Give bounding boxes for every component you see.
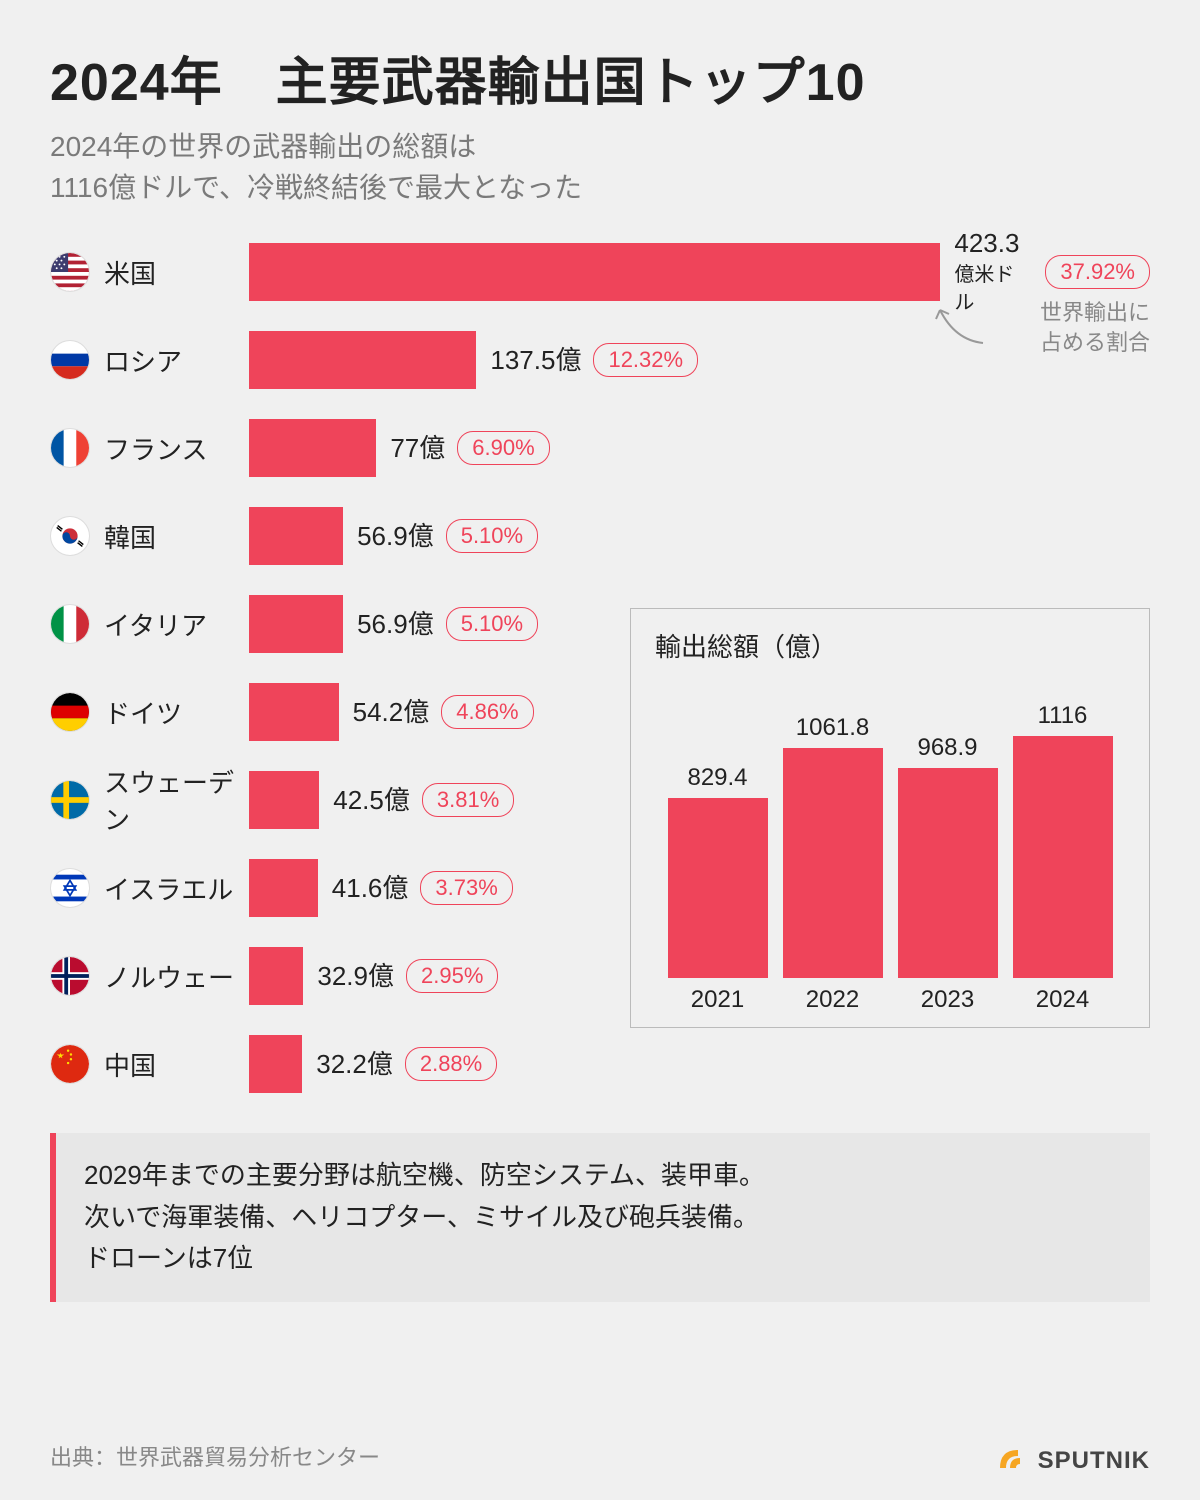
hbar-row: 中国 32.2億 2.88%	[50, 1035, 1150, 1093]
flag-icon	[50, 428, 90, 468]
pct-badge: 12.32%	[593, 343, 698, 377]
brand-logo: SPUTNIK	[996, 1444, 1150, 1478]
bar-value-label: 32.2億	[316, 1050, 393, 1079]
country-label: ドイツ	[104, 694, 249, 731]
inset-bar-chart: 輸出総額（億） 829.4 1061.8 968.9 1116 2021 2022 202…	[630, 608, 1150, 1028]
country-label: フランス	[104, 430, 249, 467]
bar-value-label: 137.5億	[490, 346, 581, 375]
bar-value-label: 54.2億	[353, 698, 430, 727]
country-label: イタリア	[104, 606, 249, 643]
bar-value-label: 41.6億	[332, 874, 409, 903]
flag-icon	[50, 1044, 90, 1084]
hbar-bar	[249, 1035, 302, 1093]
flag-icon	[50, 252, 90, 292]
footer-note: 2029年までの主要分野は航空機、防空システム、装甲車。 次いで海軍装備、ヘリコ…	[50, 1133, 1150, 1302]
hbar-row: 韓国 56.9億 5.10%	[50, 507, 1150, 565]
hbar-bar	[249, 243, 940, 301]
inset-value-label: 829.4	[687, 764, 747, 792]
country-label: ロシア	[104, 342, 249, 379]
page-title: 2024年 主要武器輸出国トップ10	[50, 40, 1150, 115]
hbar-bar	[249, 859, 318, 917]
pct-badge: 5.10%	[446, 607, 538, 641]
country-label: 中国	[104, 1046, 249, 1083]
pct-badge: 2.95%	[406, 959, 498, 993]
country-label: イスラエル	[104, 870, 249, 907]
flag-icon	[50, 604, 90, 644]
pct-badge: 3.81%	[422, 783, 514, 817]
hbar-bar	[249, 771, 319, 829]
inset-bar	[898, 768, 998, 978]
inset-bar	[1013, 736, 1113, 978]
flag-icon	[50, 956, 90, 996]
inset-column: 1116	[1013, 702, 1113, 978]
hbar-row: ロシア 137.5億 12.32%	[50, 331, 1150, 389]
flag-icon	[50, 516, 90, 556]
inset-x-label: 2023	[898, 986, 998, 1014]
hbar-bar	[249, 683, 339, 741]
flag-icon	[50, 340, 90, 380]
pct-badge: 3.73%	[420, 871, 512, 905]
bar-value-label: 42.5億	[333, 786, 410, 815]
hbar-bar	[249, 507, 343, 565]
inset-bar	[783, 748, 883, 978]
hbar-chart: 米国423.3億米ドル37.92% ロシア 137.5億 12.32% フランス 77…	[50, 243, 1150, 1093]
sputnik-icon	[996, 1444, 1030, 1478]
country-label: スウェーデン	[104, 763, 249, 837]
hbar-row: 米国423.3億米ドル37.92%	[50, 243, 1150, 301]
pct-badge: 6.90%	[457, 431, 549, 465]
flag-icon	[50, 780, 90, 820]
pct-badge: 2.88%	[405, 1047, 497, 1081]
hbar-bar	[249, 331, 476, 389]
brand-text: SPUTNIK	[1038, 1447, 1150, 1475]
country-label: 韓国	[104, 518, 249, 555]
hbar-bar	[249, 595, 343, 653]
bar-value-label: 56.9億	[357, 522, 434, 551]
inset-bar	[668, 798, 768, 978]
inset-value-label: 1116	[1038, 702, 1088, 730]
bar-value-label: 423.3億米ドル	[954, 229, 1033, 315]
subtitle: 2024年の世界の武器輸出の総額は 1116億ドルで、冷戦終結後で最大となった	[50, 127, 1150, 208]
hbar-bar	[249, 419, 376, 477]
inset-column: 968.9	[898, 734, 998, 978]
inset-title: 輸出総額（億）	[655, 627, 1125, 664]
inset-x-label: 2021	[668, 986, 768, 1014]
pct-badge: 37.92%	[1045, 255, 1150, 289]
country-label: ノルウェー	[104, 958, 249, 995]
hbar-row: フランス 77億 6.90%	[50, 419, 1150, 477]
bar-value-label: 32.9億	[317, 962, 394, 991]
source-citation: 出典：世界武器貿易分析センター	[50, 1440, 380, 1472]
inset-value-label: 968.9	[917, 734, 977, 762]
inset-value-label: 1061.8	[796, 714, 869, 742]
flag-icon	[50, 868, 90, 908]
hbar-bar	[249, 947, 303, 1005]
bar-value-label: 77億	[390, 434, 445, 463]
pct-badge: 4.86%	[441, 695, 533, 729]
pct-badge: 5.10%	[446, 519, 538, 553]
bar-value-label: 56.9億	[357, 610, 434, 639]
country-label: 米国	[104, 254, 249, 291]
pct-annotation: 世界輸出に 占める割合	[1040, 298, 1150, 357]
inset-x-label: 2024	[1013, 986, 1113, 1014]
inset-column: 1061.8	[783, 714, 883, 978]
inset-column: 829.4	[668, 764, 768, 978]
inset-x-label: 2022	[783, 986, 883, 1014]
flag-icon	[50, 692, 90, 732]
